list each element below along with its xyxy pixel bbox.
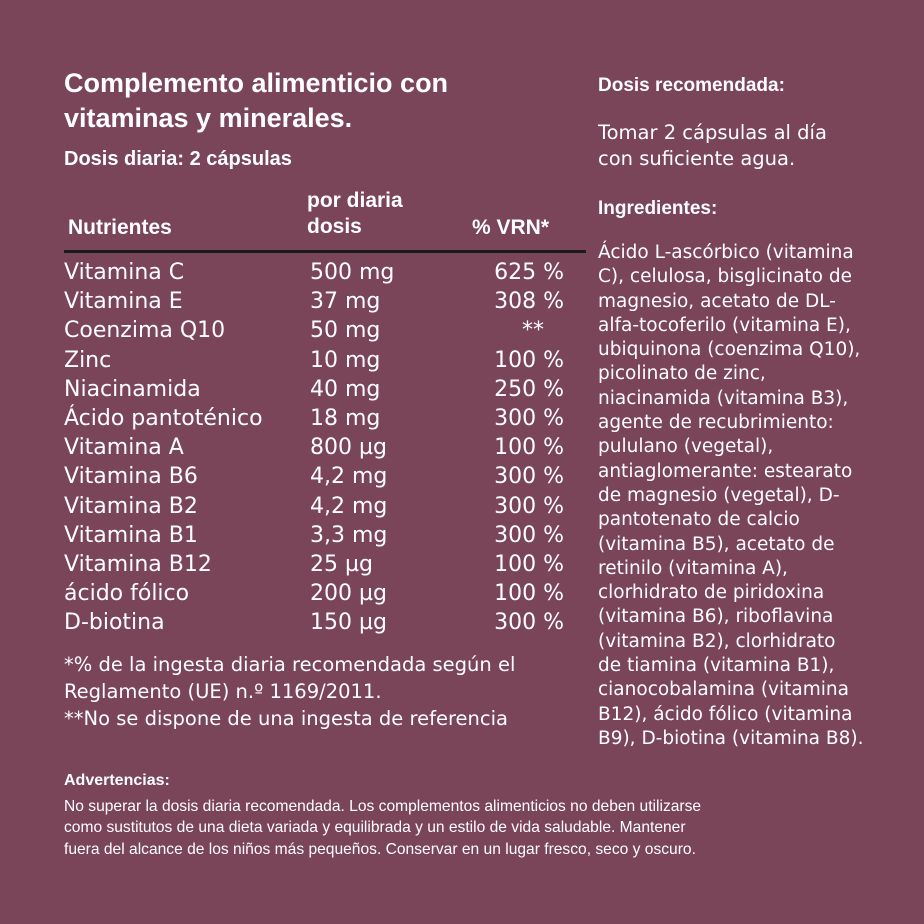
nutrient-dose: 37 mg	[310, 289, 381, 315]
ingredients-line: de tiamina (vitamina B1),	[598, 655, 835, 677]
ingredients-line: (vitamina B5), acetato de	[598, 533, 835, 555]
nutrient-vrn: 300 %	[494, 405, 564, 431]
nutrient-name: ácido fólico	[64, 581, 190, 607]
nutrient-vrn: 250 %	[494, 376, 564, 402]
nutrients-header: Nutrientes	[68, 216, 172, 239]
table-row: ácido fólico 200 µg 100 %	[64, 579, 584, 608]
ingredients-line: niacinamida (vitamina B3),	[598, 387, 849, 409]
ingredients-line: B9), D-biotina (vitamina B8).	[598, 727, 864, 749]
warnings-line3: fuera del alcance de los niños más peque…	[64, 840, 696, 858]
table-row: Vitamina B1 3,3 mg 300 %	[64, 521, 584, 550]
nutrient-vrn: 625 %	[494, 260, 564, 285]
ingredients-line: alfa-tocoferilo (vitamina E),	[598, 314, 851, 336]
dose-header-line2: dosis	[307, 215, 362, 238]
table-row: Vitamina A 800 µg 100 %	[64, 433, 584, 462]
nutrient-name: Zinc	[64, 347, 112, 373]
nutrient-name: D-biotina	[64, 610, 165, 636]
nutrient-name: Vitamina B1	[64, 522, 198, 548]
ingredients-line: magnesio, acetato de DL-	[598, 290, 836, 312]
recommended-dose-line1: Tomar 2 cápsulas al día	[598, 121, 827, 144]
nutrient-vrn: 300 %	[494, 610, 564, 636]
daily-dose: Dosis diaria: 2 cápsulas	[64, 148, 292, 170]
ingredients-text: Ácido L-ascórbico (vitamina C), celulosa…	[598, 241, 898, 751]
nutrient-dose: 3,3 mg	[310, 522, 388, 548]
nutrient-dose: 10 mg	[310, 347, 381, 373]
table-row: Vitamina C 500 mg 625 %	[64, 258, 584, 287]
nutrient-dose: 50 mg	[310, 318, 381, 344]
ingredients-line: retinilo (vitamina A),	[598, 557, 788, 579]
nutrient-name: Vitamina A	[64, 435, 184, 461]
ingredients-line: clorhidrato de piridoxina	[598, 582, 825, 604]
ingredients-heading: Ingredientes:	[598, 198, 718, 219]
ingredients-line: pululano (vegetal),	[598, 436, 774, 458]
vrn-header: % VRN*	[472, 216, 550, 239]
nutrient-vrn: 100 %	[494, 435, 564, 461]
nutrient-name: Vitamina C	[64, 260, 185, 285]
recommended-dose-text: Tomar 2 cápsulas al día con suficiente a…	[598, 120, 827, 172]
footnotes: *% de la ingesta diaria recomendada segú…	[64, 651, 574, 732]
ingredients-line: ubiquinona (coenzima Q10),	[598, 339, 861, 361]
nutrient-dose: 18 mg	[310, 405, 381, 431]
recommended-dose-line2: con suficiente agua.	[598, 147, 796, 170]
warnings-line2: como sustitutos de una dieta variada y e…	[64, 819, 686, 837]
nutrient-name: Vitamina B12	[64, 551, 212, 577]
table-row: Coenzima Q10 50 mg **	[64, 316, 584, 345]
table-row: Vitamina E 37 mg 308 %	[64, 287, 584, 316]
nutrient-dose: 4,2 mg	[310, 464, 388, 490]
table-row: D-biotina 150 µg 300 %	[64, 608, 584, 637]
footnote-no-reference: **No se dispone de una ingesta de refere…	[64, 707, 508, 730]
table-row: Vitamina B12 25 µg 100 %	[64, 550, 584, 579]
footnote-vrn-line2: Reglamento (UE) n.º 1169/2011.	[64, 680, 382, 703]
warnings-text: No superar la dosis diaria recomendada. …	[64, 796, 864, 860]
nutrient-table: Vitamina C 500 mg 625 % Vitamina E 37 mg 308…	[64, 258, 584, 637]
nutrient-dose: 40 mg	[310, 376, 381, 402]
nutrient-vrn: 300 %	[494, 493, 564, 519]
table-row: Zinc 10 mg 100 %	[64, 346, 584, 375]
nutrient-vrn: 300 %	[494, 522, 564, 548]
nutrient-vrn: **	[522, 318, 544, 344]
dose-header: por diaria dosis	[307, 188, 403, 240]
nutrient-vrn: 308 %	[494, 289, 564, 315]
ingredients-line: antiaglomerante: estearato	[598, 460, 853, 482]
ingredients-line: agente de recubrimiento:	[598, 412, 834, 434]
nutrient-dose: 4,2 mg	[310, 493, 388, 519]
dose-header-line1: por diaria	[307, 189, 403, 212]
nutrient-name: Coenzima Q10	[64, 318, 226, 344]
product-title: Complemento alimenticio con vitaminas y …	[64, 68, 449, 133]
table-row: Niacinamida 40 mg 250 %	[64, 375, 584, 404]
nutrient-dose: 500 mg	[310, 260, 395, 285]
nutrient-name: Vitamina B6	[64, 464, 198, 490]
table-row: Vitamina B6 4,2 mg 300 %	[64, 462, 584, 491]
ingredients-line: B12), ácido fólico (vitamina	[598, 703, 853, 725]
nutrient-vrn: 100 %	[494, 347, 564, 373]
header-divider	[64, 250, 586, 253]
ingredients-line: cianocobalamina (vitamina	[598, 679, 849, 701]
nutrient-vrn: 100 %	[494, 551, 564, 577]
nutrient-name: Niacinamida	[64, 376, 201, 402]
ingredients-line: (vitamina B2), clorhidrato	[598, 630, 836, 652]
nutrient-dose: 25 µg	[310, 551, 373, 577]
nutrient-vrn: 100 %	[494, 581, 564, 607]
recommended-dose-heading: Dosis recomendada:	[598, 75, 785, 96]
nutrient-name: Ácido pantoténico	[64, 405, 263, 431]
warnings-line1: No superar la dosis diaria recomendada. …	[64, 798, 702, 815]
ingredients-line: C), celulosa, bisglicinato de	[598, 266, 853, 288]
nutrient-dose: 150 µg	[310, 610, 387, 636]
footnote-vrn-line1: *% de la ingesta diaria recomendada segú…	[64, 653, 516, 676]
table-row: Ácido pantoténico 18 mg 300 %	[64, 404, 584, 433]
ingredients-line: (vitamina B6), riboflavina	[598, 606, 834, 628]
nutrient-vrn: 300 %	[494, 464, 564, 490]
ingredients-line: Ácido L-ascórbico (vitamina	[598, 242, 854, 263]
ingredients-line: pantotenato de calcio	[598, 509, 800, 531]
nutrient-name: Vitamina E	[64, 289, 183, 315]
nutrient-dose: 800 µg	[310, 435, 387, 461]
ingredients-line: de magnesio (vegetal), D-	[598, 484, 840, 506]
table-row: Vitamina B2 4,2 mg 300 %	[64, 492, 584, 521]
ingredients-line: picolinato de zinc,	[598, 363, 766, 385]
warnings-heading: Advertencias:	[64, 772, 170, 789]
nutrient-dose: 200 µg	[310, 581, 387, 607]
nutrient-name: Vitamina B2	[64, 493, 198, 519]
